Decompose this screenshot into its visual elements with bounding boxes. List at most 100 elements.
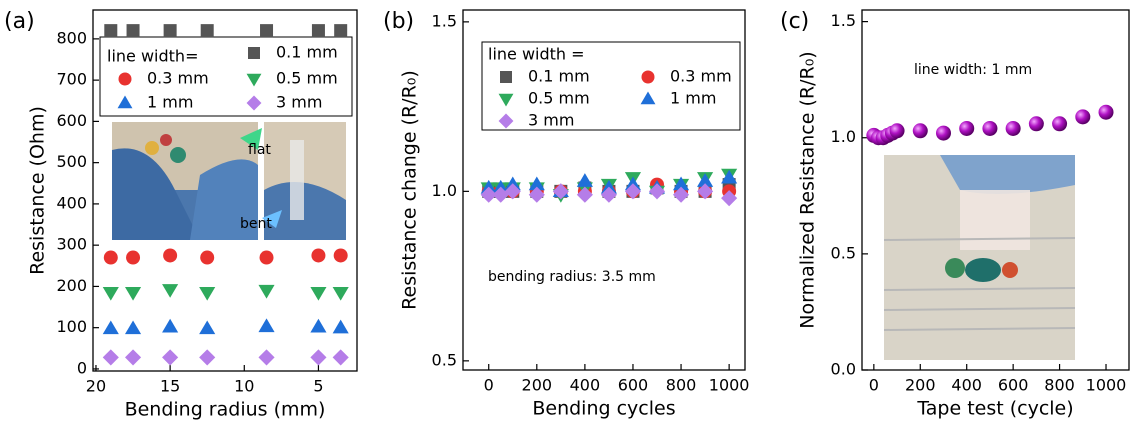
annotation: bent bbox=[240, 216, 272, 232]
legend-marker bbox=[248, 47, 260, 59]
legend-label: 3 mm bbox=[276, 93, 322, 112]
x-tick-label: 400 bbox=[570, 376, 601, 395]
data-point bbox=[126, 24, 140, 38]
legend-marker bbox=[117, 95, 133, 109]
data-point bbox=[102, 320, 119, 335]
panel-label: (b) bbox=[383, 9, 414, 34]
data-point bbox=[1005, 120, 1021, 136]
data-point bbox=[162, 284, 179, 298]
data-point bbox=[259, 250, 274, 265]
data-point bbox=[504, 183, 521, 200]
y-axis-label: Normalized Resistance (R/R₀) bbox=[797, 51, 819, 328]
y-tick-label: 0 bbox=[77, 358, 87, 377]
data-point bbox=[199, 286, 216, 301]
data-point bbox=[126, 250, 141, 265]
y-tick-label: 800 bbox=[56, 28, 87, 47]
data-point bbox=[1098, 104, 1114, 120]
photo-a bbox=[112, 122, 346, 240]
y-tick-label: 0.0 bbox=[831, 360, 856, 379]
legend-label: 0.3 mm bbox=[670, 67, 732, 86]
data-point bbox=[311, 248, 326, 263]
data-point bbox=[102, 286, 119, 301]
legend-box bbox=[99, 36, 353, 117]
y-tick-label: 1.5 bbox=[432, 11, 457, 30]
data-point bbox=[552, 183, 569, 200]
legend-label: 1 mm bbox=[670, 89, 716, 108]
plot-frame bbox=[462, 9, 746, 371]
y-tick-label: 0.5 bbox=[831, 243, 856, 262]
data-point bbox=[332, 286, 349, 301]
data-point bbox=[163, 248, 178, 263]
data-point bbox=[528, 186, 545, 203]
data-point bbox=[200, 24, 214, 38]
legend-title: line width = bbox=[488, 45, 585, 64]
annotation: bending radius: 3.5 mm bbox=[488, 269, 656, 285]
x-tick-label: 800 bbox=[1044, 376, 1075, 395]
x-axis-label: Bending radius (mm) bbox=[125, 399, 326, 421]
y-tick-label: 0.5 bbox=[432, 350, 457, 369]
data-point bbox=[124, 286, 142, 301]
plot-frame bbox=[861, 9, 1130, 371]
y-tick-label: 100 bbox=[56, 317, 87, 336]
data-point bbox=[334, 24, 348, 38]
x-tick-label: 0 bbox=[869, 376, 879, 395]
data-point bbox=[163, 24, 177, 38]
data-point bbox=[648, 183, 666, 200]
data-point bbox=[1075, 109, 1091, 125]
x-tick-label: 200 bbox=[905, 376, 936, 395]
data-point bbox=[912, 123, 928, 139]
y-tick-label: 1.5 bbox=[831, 11, 856, 30]
data-point bbox=[982, 120, 998, 136]
data-point bbox=[721, 190, 738, 207]
panel-label: (a) bbox=[4, 9, 35, 34]
legend-label: 1 mm bbox=[147, 93, 193, 112]
data-point bbox=[199, 320, 216, 335]
photo-c bbox=[883, 155, 1076, 360]
data-point bbox=[199, 349, 216, 366]
data-point bbox=[258, 284, 275, 299]
y-tick-label: 1.0 bbox=[432, 181, 457, 200]
legend-marker bbox=[641, 70, 655, 84]
data-point bbox=[332, 349, 349, 366]
data-point bbox=[124, 349, 142, 366]
legend-marker bbox=[498, 93, 514, 107]
data-point bbox=[1028, 116, 1044, 132]
data-point bbox=[260, 24, 274, 38]
annotation: line width: 1 mm bbox=[914, 62, 1032, 78]
data-point bbox=[672, 176, 690, 191]
legend-label: 0.5 mm bbox=[528, 89, 590, 108]
data-point bbox=[332, 319, 349, 334]
annotation: flat bbox=[248, 142, 271, 158]
data-point bbox=[1052, 116, 1068, 132]
y-tick-label: 300 bbox=[56, 235, 87, 254]
data-point bbox=[200, 250, 215, 265]
data-point bbox=[959, 120, 975, 136]
x-axis-label: Tape test (cycle) bbox=[916, 398, 1073, 420]
data-point bbox=[258, 318, 275, 333]
plot-frame bbox=[92, 9, 358, 372]
y-tick-label: 200 bbox=[56, 276, 87, 295]
y-tick-label: 500 bbox=[56, 152, 87, 171]
legend-marker bbox=[500, 71, 512, 83]
data-point bbox=[576, 173, 593, 187]
x-axis-label: Bending cycles bbox=[532, 398, 675, 420]
legend-marker bbox=[498, 113, 514, 129]
data-point bbox=[672, 186, 690, 203]
legend-marker bbox=[118, 72, 132, 86]
y-tick-label: 1.0 bbox=[831, 127, 856, 146]
legend-marker bbox=[246, 73, 262, 87]
x-tick-label: 600 bbox=[998, 376, 1029, 395]
data-point bbox=[697, 183, 714, 200]
y-tick-label: 700 bbox=[56, 70, 87, 89]
data-point bbox=[310, 318, 327, 333]
y-tick-label: 600 bbox=[56, 111, 87, 130]
x-tick-label: 0 bbox=[484, 376, 494, 395]
data-point bbox=[935, 125, 951, 141]
data-point bbox=[310, 286, 327, 301]
data-point bbox=[600, 186, 617, 203]
data-point bbox=[162, 318, 179, 333]
data-point bbox=[103, 250, 118, 265]
data-point bbox=[697, 173, 714, 187]
data-point bbox=[889, 123, 905, 139]
